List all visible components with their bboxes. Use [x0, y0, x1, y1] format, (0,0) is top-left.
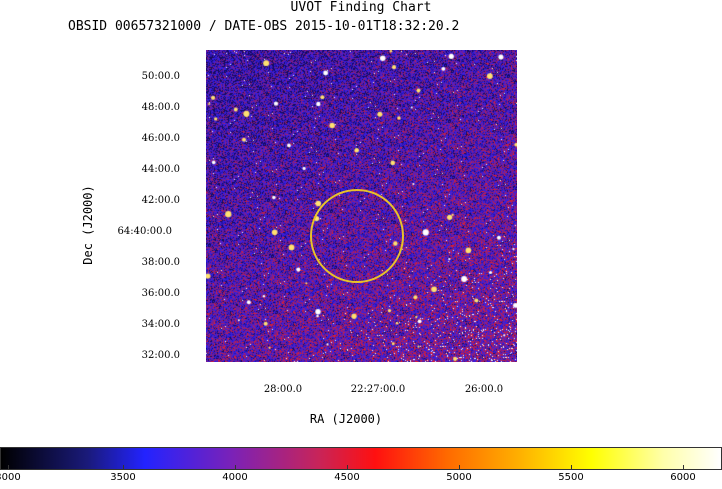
colorbar-tick-label: 3000 [0, 472, 21, 483]
dec-tick-label: 32:00.0 [141, 350, 180, 361]
sky-image-canvas [206, 50, 517, 362]
dec-tick-label: 34:00.0 [141, 319, 180, 330]
dec-tick-label: 46:00.0 [141, 133, 180, 144]
source-region-circle [310, 189, 404, 283]
dec-tick-label: 48:00.0 [141, 102, 180, 113]
chart-subtitle: OBSID 00657321000 / DATE-OBS 2015-10-01T… [68, 19, 460, 34]
colorbar [0, 447, 722, 470]
dec-tick-label: 42:00.0 [141, 195, 180, 206]
dec-tick-label: 44:00.0 [141, 164, 180, 175]
y-axis-label: Dec (J2000) [81, 185, 95, 265]
dec-tick-label: 38:00.0 [141, 257, 180, 268]
chart-title: UVOT Finding Chart [290, 0, 432, 15]
x-axis-label: RA (J2000) [309, 412, 383, 426]
colorbar-tick-label: 4500 [334, 472, 360, 483]
dec-tick-label: 36:00.0 [141, 288, 180, 299]
ra-tick-label: 26:00.0 [464, 384, 504, 395]
ra-tick-label: 28:00.0 [263, 384, 303, 395]
dec-tick-label: 64:40:00.0 [117, 226, 172, 237]
source-overlay [310, 189, 404, 283]
colorbar-tick-label: 6000 [670, 472, 696, 483]
colorbar-tick-label: 5500 [558, 472, 584, 483]
colorbar-tick-label: 3500 [110, 472, 136, 483]
ra-tick-label: 22:27:00.0 [350, 384, 406, 395]
sky-image [206, 50, 517, 362]
colorbar-tick-label: 4000 [222, 472, 248, 483]
dec-tick-label: 50:00.0 [141, 71, 180, 82]
colorbar-tick-label: 5000 [446, 472, 472, 483]
